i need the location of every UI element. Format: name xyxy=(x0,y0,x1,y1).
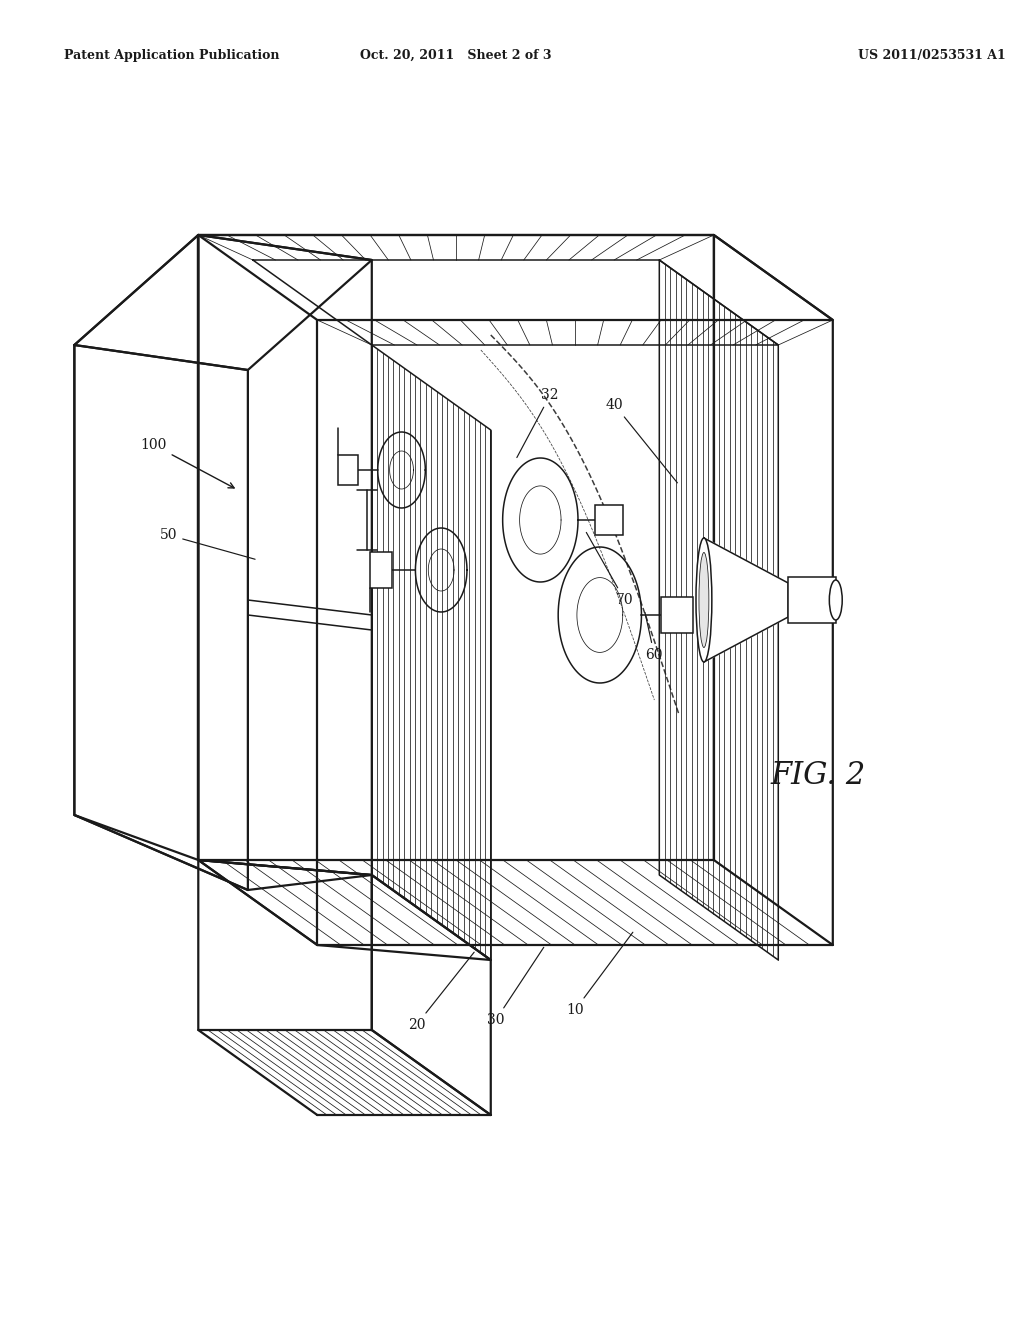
Text: Oct. 20, 2011   Sheet 2 of 3: Oct. 20, 2011 Sheet 2 of 3 xyxy=(360,49,552,62)
Text: 32: 32 xyxy=(517,388,559,458)
Text: 60: 60 xyxy=(645,612,664,663)
Text: 100: 100 xyxy=(140,438,234,488)
Ellipse shape xyxy=(696,539,712,663)
Text: FIG. 2: FIG. 2 xyxy=(770,759,865,791)
Ellipse shape xyxy=(699,553,709,648)
Bar xyxy=(370,552,391,587)
Bar xyxy=(788,577,836,623)
Bar xyxy=(595,506,623,535)
Text: 40: 40 xyxy=(606,399,678,483)
Text: 10: 10 xyxy=(566,932,633,1016)
Text: 70: 70 xyxy=(587,532,634,607)
Text: 20: 20 xyxy=(408,952,474,1032)
Polygon shape xyxy=(703,539,788,663)
Text: US 2011/0253531 A1: US 2011/0253531 A1 xyxy=(858,49,1006,62)
Ellipse shape xyxy=(829,579,842,620)
Bar xyxy=(338,455,358,484)
Bar xyxy=(662,597,693,634)
Text: 30: 30 xyxy=(487,948,544,1027)
Text: Patent Application Publication: Patent Application Publication xyxy=(65,49,280,62)
Text: 50: 50 xyxy=(160,528,255,560)
